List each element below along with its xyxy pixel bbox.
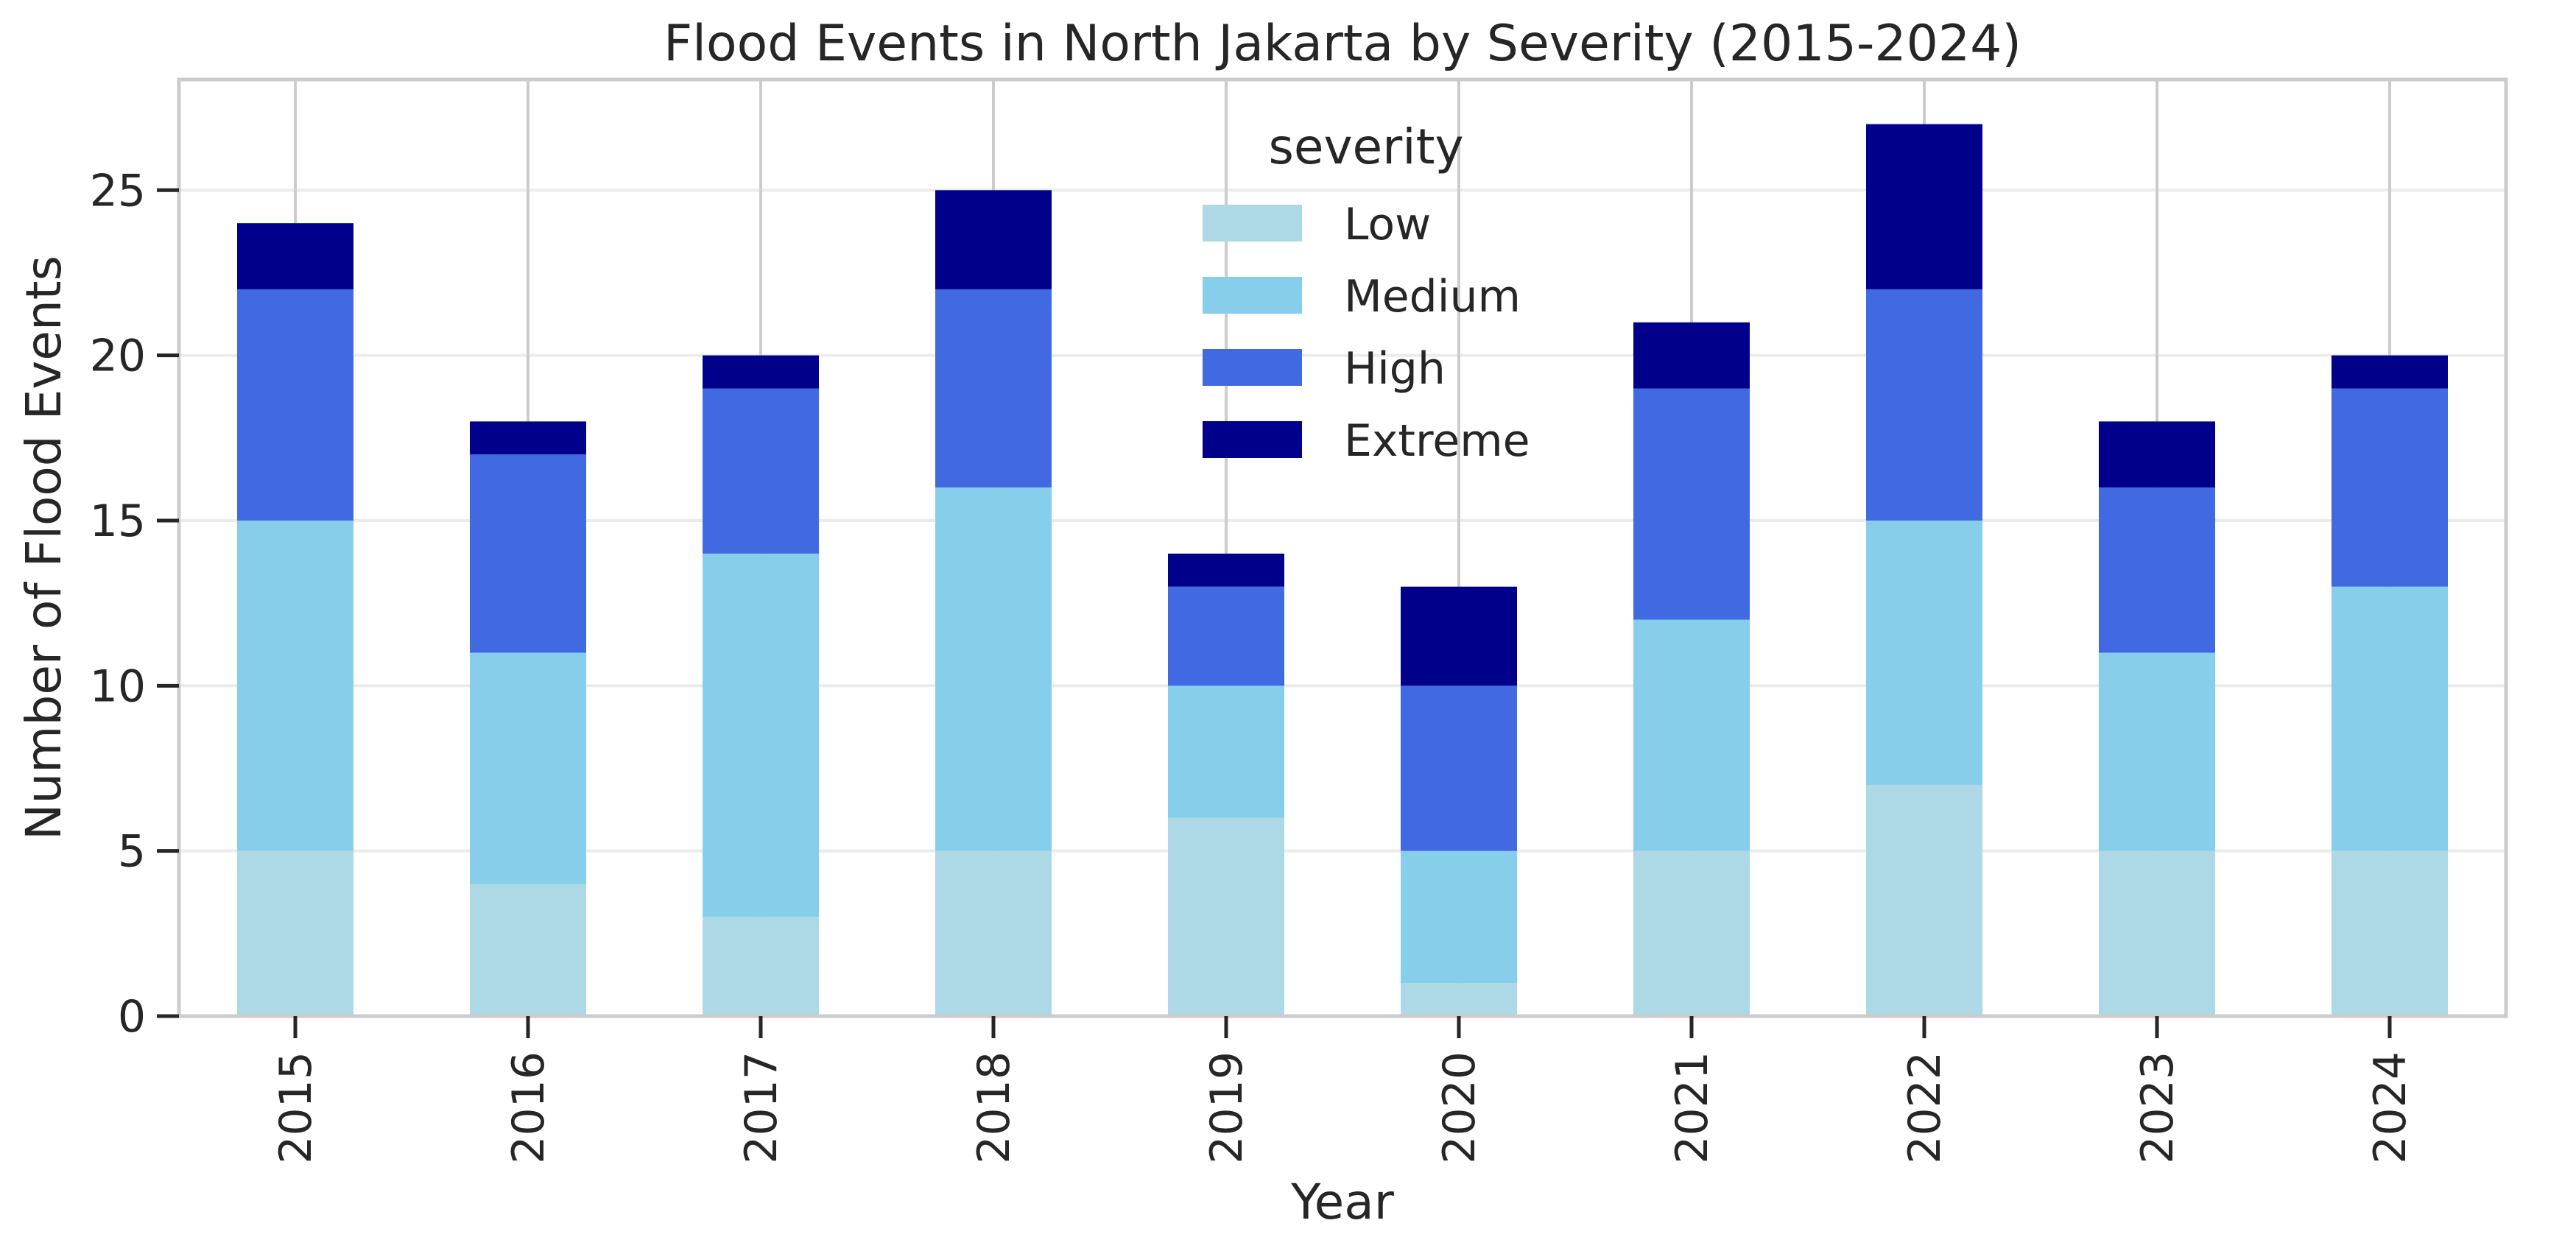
- bar-low-2019: [1168, 817, 1284, 1016]
- bar-low-2024: [2332, 850, 2448, 1016]
- bar-high-2019: [1168, 586, 1284, 686]
- bar-low-2020: [1401, 983, 1517, 1016]
- x-tick-label: 2015: [270, 1051, 322, 1164]
- bar-extreme-2021: [1633, 322, 1750, 389]
- x-tick-label: 2023: [2132, 1051, 2183, 1164]
- x-tick-label: 2016: [503, 1051, 555, 1164]
- bar-extreme-2022: [1866, 124, 1982, 289]
- y-tick-label: 20: [90, 331, 146, 382]
- bar-medium-2018: [935, 487, 1052, 851]
- x-tick-label: 2021: [1667, 1051, 1718, 1164]
- legend-label-low: Low: [1344, 199, 1431, 250]
- bar-medium-2016: [470, 652, 586, 884]
- bar-medium-2015: [237, 520, 353, 851]
- legend-swatch-extreme: [1203, 421, 1302, 458]
- bar-extreme-2018: [935, 190, 1052, 289]
- plot-frame: [177, 77, 2508, 1018]
- bar-medium-2020: [1401, 850, 1517, 984]
- bar-low-2015: [237, 850, 353, 1016]
- x-tick-label: 2024: [2365, 1051, 2416, 1164]
- bar-high-2016: [470, 454, 586, 653]
- legend: Low Medium High Extreme: [1203, 199, 1530, 467]
- bar-extreme-2023: [2099, 421, 2215, 488]
- x-tick-label: 2022: [1899, 1051, 1951, 1164]
- y-tick-label: 5: [118, 826, 146, 878]
- x-tick-label: 2017: [736, 1051, 787, 1164]
- legend-swatch-medium: [1203, 277, 1302, 314]
- bar-high-2015: [237, 289, 353, 521]
- bar-extreme-2024: [2332, 355, 2448, 389]
- legend-swatch-high: [1203, 349, 1302, 386]
- x-tick-label: 2019: [1201, 1051, 1253, 1164]
- bar-extreme-2019: [1168, 553, 1284, 587]
- axis-ticks: 0 5 10 15 20 25 2015 2016 2017 2018 2019 2020 2021 20…: [90, 165, 2416, 1163]
- legend-label-extreme: Extreme: [1344, 415, 1530, 467]
- x-tick-label: 2020: [1434, 1051, 1485, 1164]
- bar-high-2024: [2332, 388, 2448, 587]
- legend-label-high: High: [1344, 343, 1446, 395]
- bar-low-2022: [1866, 784, 1982, 1016]
- bar-medium-2023: [2099, 652, 2215, 851]
- bar-low-2017: [703, 917, 819, 1016]
- y-tick-label: 25: [90, 165, 146, 216]
- legend-title: severity: [1268, 119, 1463, 175]
- y-axis-title: Number of Flood Events: [15, 256, 72, 840]
- bar-low-2023: [2099, 850, 2215, 1016]
- bar-extreme-2016: [470, 421, 586, 455]
- bar-high-2020: [1401, 686, 1517, 851]
- x-axis-title: Year: [1290, 1174, 1395, 1230]
- y-tick-label: 0: [118, 991, 146, 1043]
- bars: [237, 124, 2448, 1016]
- bar-high-2022: [1866, 289, 1982, 521]
- legend-swatch-low: [1203, 205, 1302, 242]
- legend-label-medium: Medium: [1344, 271, 1521, 323]
- y-tick-label: 15: [90, 496, 146, 547]
- bar-high-2023: [2099, 487, 2215, 653]
- bar-medium-2019: [1168, 686, 1284, 818]
- bar-extreme-2020: [1401, 586, 1517, 686]
- bar-low-2016: [470, 884, 586, 1016]
- bar-extreme-2015: [237, 223, 353, 289]
- bar-medium-2021: [1633, 619, 1750, 851]
- bar-medium-2017: [703, 553, 819, 917]
- bar-medium-2022: [1866, 520, 1982, 785]
- bar-high-2021: [1633, 388, 1750, 620]
- bar-medium-2024: [2332, 586, 2448, 851]
- bar-extreme-2017: [703, 355, 819, 389]
- bar-high-2017: [703, 388, 819, 554]
- bar-low-2018: [935, 850, 1052, 1016]
- bar-high-2018: [935, 289, 1052, 488]
- y-tick-label: 10: [90, 660, 146, 712]
- bar-low-2021: [1633, 850, 1750, 1016]
- x-tick-label: 2018: [968, 1051, 1020, 1164]
- chart-title: Flood Events in North Jakarta by Severit…: [664, 15, 2021, 73]
